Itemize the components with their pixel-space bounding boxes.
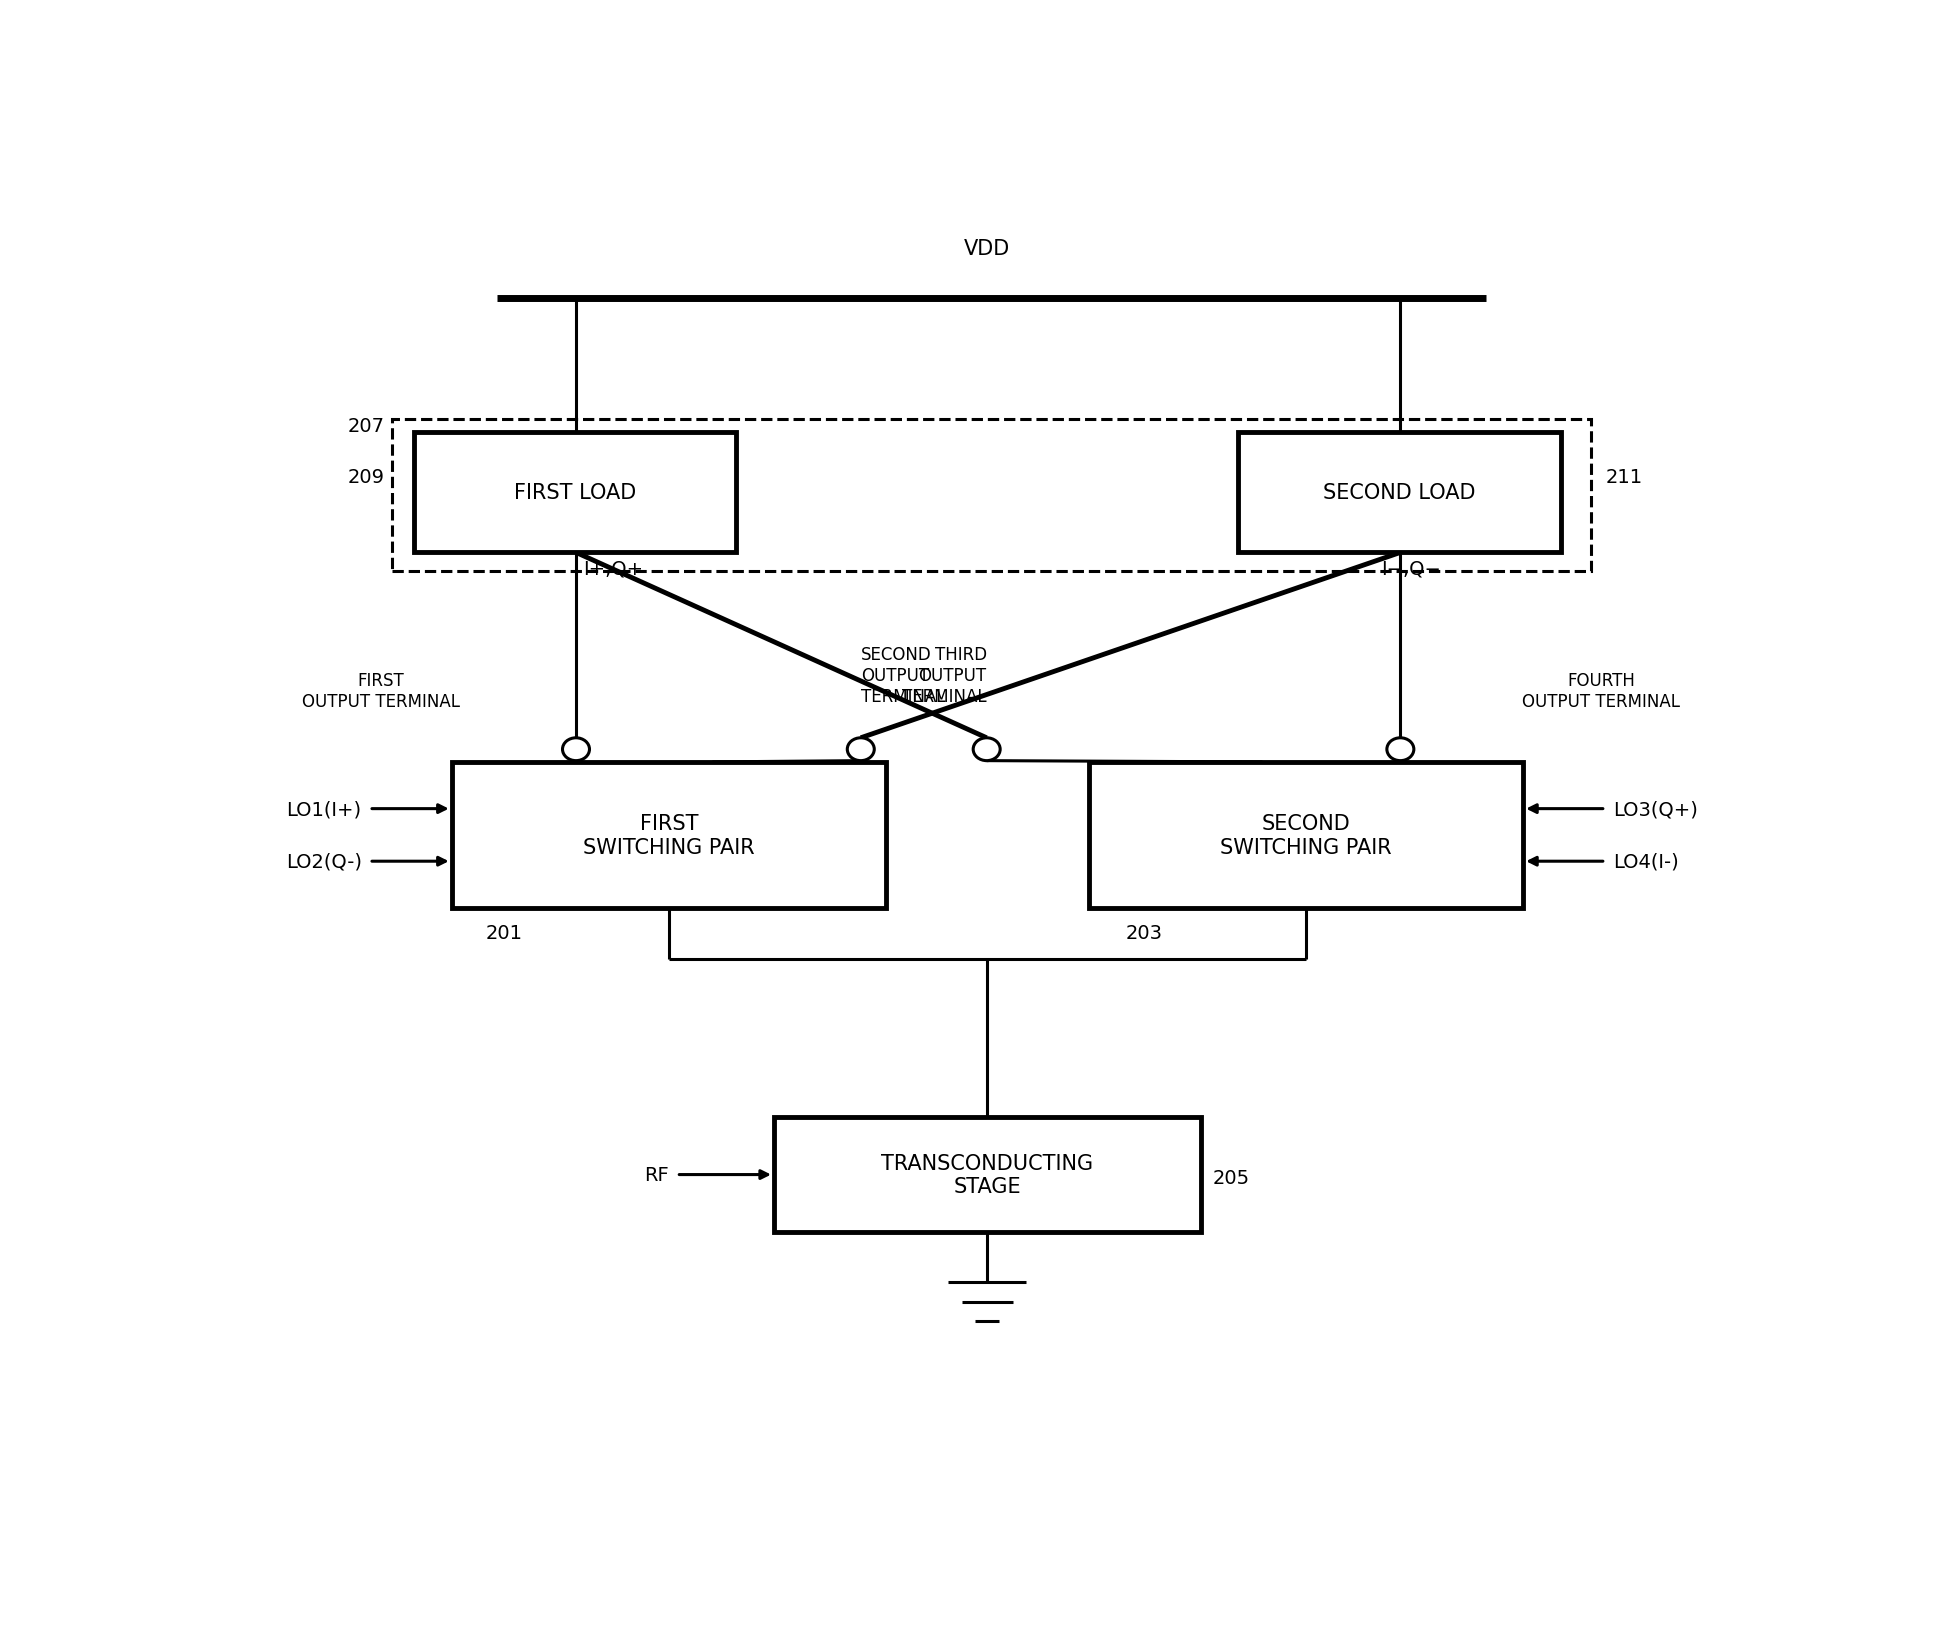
Text: 201: 201: [485, 923, 522, 943]
Bar: [1089, 763, 1524, 908]
Text: 207: 207: [346, 417, 385, 435]
Circle shape: [847, 738, 874, 761]
Text: THIRD
OUTPUT
TERMINAL: THIRD OUTPUT TERMINAL: [901, 646, 986, 705]
Bar: [453, 763, 886, 908]
Circle shape: [563, 738, 590, 761]
Text: RF: RF: [644, 1165, 669, 1185]
Text: SECOND
OUTPUT
TERMINAL: SECOND OUTPUT TERMINAL: [861, 646, 946, 705]
Text: 203: 203: [1126, 923, 1162, 943]
Text: FOURTH
OUTPUT TERMINAL: FOURTH OUTPUT TERMINAL: [1522, 672, 1681, 710]
Bar: [1238, 432, 1561, 554]
Bar: [774, 1117, 1201, 1233]
Circle shape: [973, 738, 1000, 761]
Bar: [414, 432, 737, 554]
Text: LO3(Q+): LO3(Q+): [1613, 799, 1698, 819]
Text: 211: 211: [1605, 468, 1642, 486]
Text: FIRST
SWITCHING PAIR: FIRST SWITCHING PAIR: [584, 814, 754, 857]
Text: FIRST
OUTPUT TERMINAL: FIRST OUTPUT TERMINAL: [302, 672, 460, 710]
Text: LO1(I+): LO1(I+): [286, 799, 362, 819]
Text: TRANSCONDUCTING
STAGE: TRANSCONDUCTING STAGE: [882, 1154, 1093, 1196]
Text: SECOND
SWITCHING PAIR: SECOND SWITCHING PAIR: [1220, 814, 1392, 857]
Circle shape: [1387, 738, 1414, 761]
Text: LO4(I-): LO4(I-): [1613, 852, 1679, 872]
Text: LO2(Q-): LO2(Q-): [286, 852, 362, 872]
Bar: [391, 420, 1592, 572]
Text: SECOND LOAD: SECOND LOAD: [1323, 483, 1476, 503]
Text: I−,Q−: I−,Q−: [1381, 559, 1441, 578]
Text: 205: 205: [1213, 1168, 1249, 1187]
Text: I+,Q+: I+,Q+: [584, 559, 644, 578]
Text: VDD: VDD: [963, 239, 1010, 259]
Text: 209: 209: [346, 468, 385, 486]
Text: FIRST LOAD: FIRST LOAD: [514, 483, 636, 503]
